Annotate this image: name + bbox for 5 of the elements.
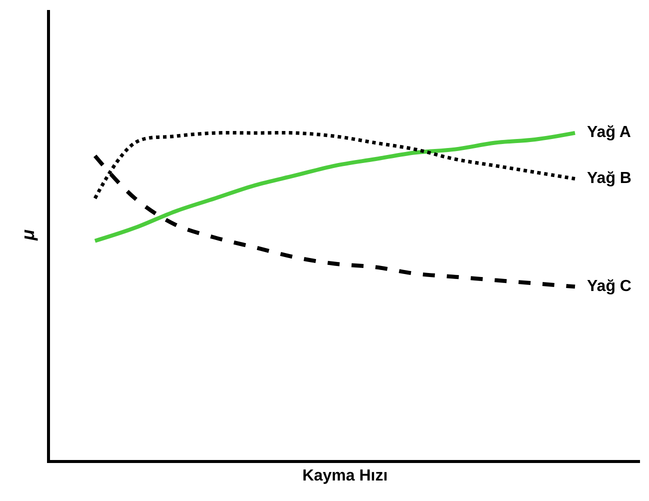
series-label: Yağ C — [587, 278, 632, 295]
series-label: Yağ A — [587, 124, 632, 141]
x-axis-title: Kayma Hızı — [302, 468, 388, 485]
series-label: Yağ B — [587, 170, 632, 187]
y-axis-title: μ — [18, 229, 38, 242]
